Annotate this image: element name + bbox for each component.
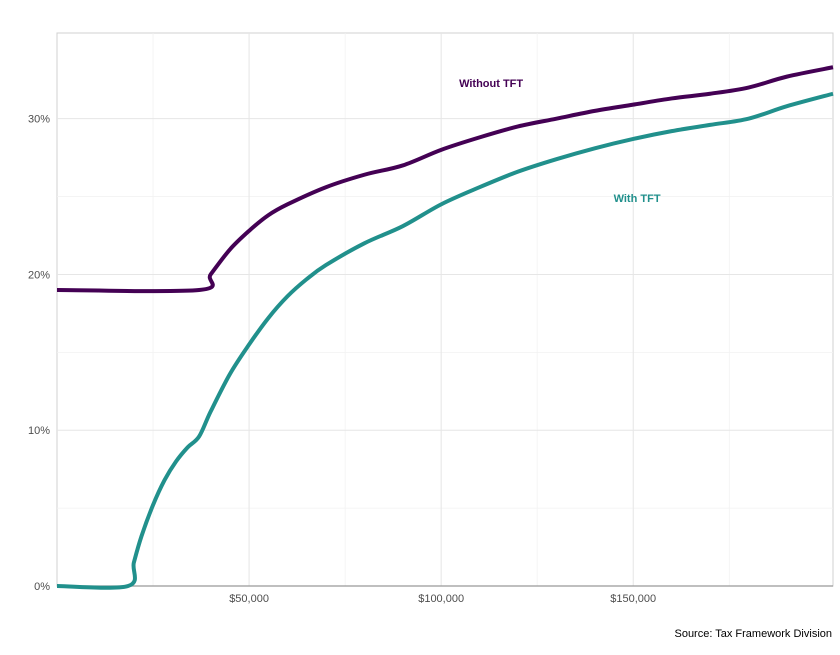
axes: $50,000 $100,000 $150,000 0% 10% 20% 30% (28, 114, 833, 605)
y-tick-label: 30% (28, 114, 50, 126)
series-line-without-tft (56, 65, 834, 294)
series-label-with-tft: With TFT (614, 193, 661, 205)
series-labels: Without TFT With TFT (459, 78, 661, 205)
y-tick-label: 10% (28, 425, 50, 437)
grid (56, 32, 834, 587)
series-lines (56, 65, 834, 590)
x-tick-label: $150,000 (610, 593, 656, 605)
x-tick-label: $100,000 (418, 593, 464, 605)
series-label-without-tft: Without TFT (459, 78, 523, 90)
y-tick-label: 0% (34, 581, 50, 593)
series-line-with-tft (56, 91, 834, 590)
source-note: Source: Tax Framework Division (674, 628, 832, 640)
x-tick-label: $50,000 (229, 593, 269, 605)
plot-border (56, 32, 834, 587)
y-tick-label: 20% (28, 269, 50, 281)
